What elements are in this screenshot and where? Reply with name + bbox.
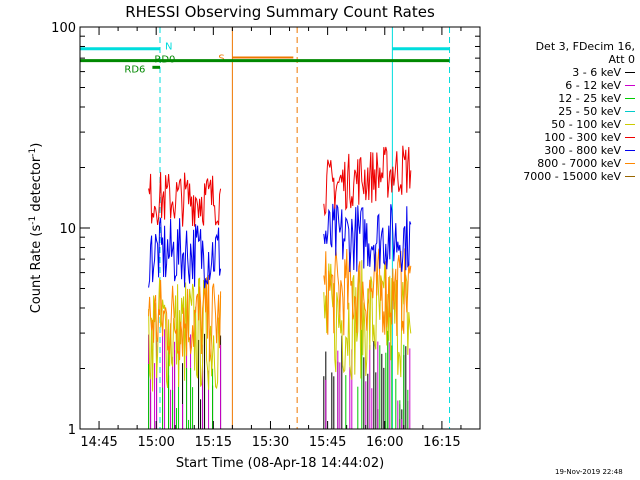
series-12-25keV-0 xyxy=(148,329,214,429)
legend-header-1: Det 3, FDecim 16, xyxy=(535,40,635,53)
x-tick-label-5: 16:00 xyxy=(366,435,403,450)
series-50-100keV-0 xyxy=(148,277,222,392)
legend-item: 3 - 6 keV xyxy=(500,66,635,79)
x-tick-label-4: 15:45 xyxy=(309,435,346,450)
y-axis-label-sup2: -1 xyxy=(28,148,38,157)
legend-item: 100 - 300 keV xyxy=(500,131,635,144)
x-tick-label-2: 15:15 xyxy=(195,435,232,450)
y-axis-label: Count Rate (s-1 detector-1) xyxy=(28,143,44,314)
legend-item: 800 - 7000 keV xyxy=(500,157,635,170)
legend-item-swatch xyxy=(625,150,635,151)
y-axis-label-mid: detector xyxy=(29,156,44,216)
x-axis-label: Start Time (08-Apr-18 14:44:02) xyxy=(176,456,384,471)
legend-rows: 3 - 6 keV 6 - 12 keV 12 - 25 keV 25 - 50 ke… xyxy=(500,66,635,183)
legend-item-label: 3 - 6 keV xyxy=(572,66,621,79)
legend-item-swatch xyxy=(625,111,635,112)
annotation-layer: N S RD0 RD6 xyxy=(79,27,451,429)
legend-item: 25 - 50 keV xyxy=(500,105,635,118)
x-tick-label-3: 15:30 xyxy=(252,435,289,450)
legend-item-label: 800 - 7000 keV xyxy=(537,157,621,170)
x-tick-label-0: 14:45 xyxy=(80,435,117,450)
legend-item-label: 6 - 12 keV xyxy=(565,79,621,92)
legend-item: 300 - 800 keV xyxy=(500,144,635,157)
legend-item-label: 50 - 100 keV xyxy=(551,118,621,131)
y-tick-label-1: 10 xyxy=(59,222,76,237)
legend-item: 6 - 12 keV xyxy=(500,79,635,92)
series-6-12keV-1 xyxy=(325,341,411,429)
legend-item-swatch xyxy=(625,124,635,125)
legend-item-swatch xyxy=(625,98,635,99)
night-label: N xyxy=(165,42,172,53)
legend-item-swatch xyxy=(625,163,635,164)
legend: Det 3, FDecim 16, Att 0 3 - 6 keV 6 - 12 … xyxy=(500,40,635,183)
saa-label: S xyxy=(218,53,224,64)
rd6-label: RD6 xyxy=(124,64,145,75)
series-800-7000keV-1 xyxy=(323,248,412,337)
legend-item-label: 7000 - 15000 keV xyxy=(523,170,621,183)
x-tick-label-6: 16:15 xyxy=(423,435,460,450)
data-layer xyxy=(148,145,412,429)
legend-item: 12 - 25 keV xyxy=(500,92,635,105)
legend-item-label: 12 - 25 keV xyxy=(558,92,621,105)
series-800-7000keV-0 xyxy=(148,274,222,362)
chart-title: RHESSI Observing Summary Count Rates xyxy=(125,3,435,21)
y-axis-label-main: Count Rate (s xyxy=(29,225,44,314)
legend-item-label: 25 - 50 keV xyxy=(558,105,621,118)
series-100-300keV-0 xyxy=(148,172,222,227)
x-tick-label-1: 15:00 xyxy=(137,435,174,450)
series-100-300keV-1 xyxy=(323,145,412,217)
legend-item-swatch xyxy=(625,72,635,73)
series-300-800keV-1 xyxy=(323,203,412,273)
y-tick-label-2: 100 xyxy=(51,21,76,36)
y-axis-label-sup1: -1 xyxy=(28,216,38,225)
plot-frame xyxy=(79,26,481,430)
series-300-800keV-0 xyxy=(148,217,222,289)
rd0-label: RD0 xyxy=(154,55,175,66)
legend-item-swatch xyxy=(625,176,635,177)
y-tick-label-0: 1 xyxy=(68,423,76,438)
legend-item-label: 100 - 300 keV xyxy=(544,131,621,144)
legend-item: 7000 - 15000 keV xyxy=(500,170,635,183)
series-12-25keV-1 xyxy=(345,329,409,429)
legend-item-label: 300 - 800 keV xyxy=(544,144,621,157)
legend-item-swatch xyxy=(625,137,635,138)
axes-layer: 14:45 15:00 15:15 15:30 15:45 16:00 16:15 1 10 10… xyxy=(51,21,481,450)
legend-item-swatch xyxy=(625,85,635,86)
legend-header-2: Att 0 xyxy=(608,53,635,66)
legend-item: 50 - 100 keV xyxy=(500,118,635,131)
generation-timestamp: 19-Nov-2019 22:48 xyxy=(555,468,623,476)
y-axis-label-end: ) xyxy=(29,143,44,148)
